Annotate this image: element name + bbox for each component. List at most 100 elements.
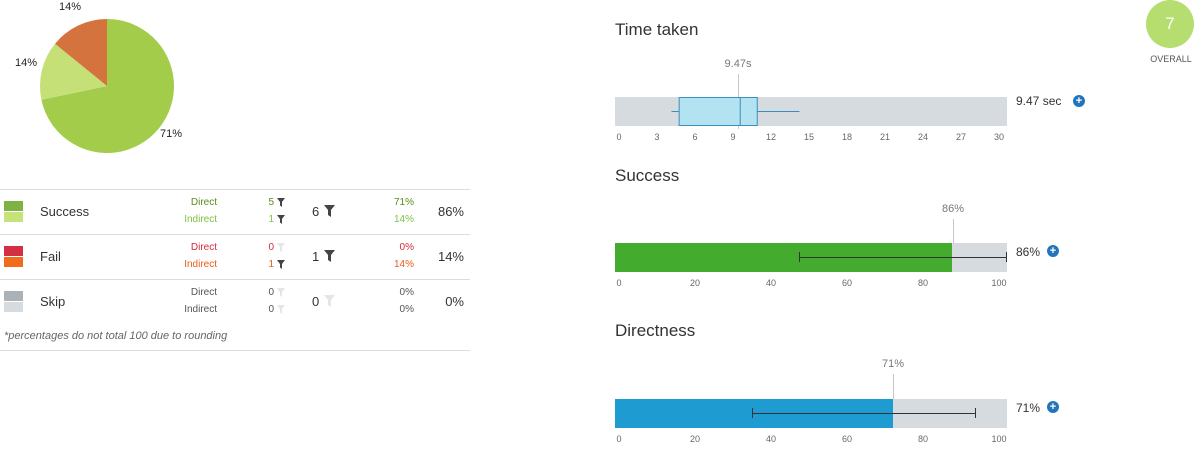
- result-row-fail: Fail Direct Indirect 0 1 1 0% 14% 14%: [0, 234, 470, 279]
- expand-directness-icon[interactable]: +: [1047, 401, 1059, 413]
- result-percent: 14%: [437, 249, 464, 264]
- directness-title: Directness: [615, 321, 696, 340]
- pct-indirect: 14%: [393, 259, 414, 270]
- pct-direct: 0%: [399, 242, 414, 253]
- axis-tick-label: 6: [692, 132, 698, 142]
- overall-score-badge: 7: [1146, 0, 1194, 48]
- filter-icon: [277, 305, 285, 314]
- rounding-note: *percentages do not total 100 due to rou…: [4, 330, 228, 342]
- time-taken-value: 9.47 sec: [1016, 94, 1062, 108]
- filter-icon[interactable]: [324, 205, 335, 217]
- result-row-skip: Skip Direct Indirect 0 0 0 0% 0% 0%: [0, 279, 470, 324]
- swatch-direct: [4, 291, 23, 301]
- directness-error-cap: [974, 408, 976, 418]
- time-taken-track: [615, 97, 1007, 126]
- success-title: Success: [615, 166, 680, 185]
- axis-tick-label: 80: [917, 434, 929, 444]
- success-marker-line: [953, 219, 954, 244]
- axis-tick-label: 27: [955, 132, 967, 142]
- swatch-direct: [4, 246, 23, 256]
- filter-icon: [277, 288, 285, 297]
- result-name: Success: [40, 204, 90, 219]
- directness-error-bar: [752, 413, 976, 414]
- axis-tick-label: 20: [689, 434, 701, 444]
- time-iqr-box: [678, 97, 758, 126]
- filter-icon[interactable]: [277, 198, 285, 207]
- pie-label-indirect: 14%: [15, 57, 38, 69]
- axis-tick-label: 15: [803, 132, 815, 142]
- pie-label-direct: 71%: [160, 128, 183, 140]
- count-direct: 0: [268, 242, 274, 253]
- sub-label-indirect: Indirect: [184, 259, 217, 270]
- axis-tick-label: 24: [917, 132, 929, 142]
- axis-tick-label: 40: [765, 278, 777, 288]
- axis-tick-label: 3: [654, 132, 660, 142]
- axis-tick-label: 0: [616, 278, 622, 288]
- swatch-indirect: [4, 212, 23, 222]
- result-name: Skip: [40, 294, 66, 309]
- axis-tick-label: 20: [689, 278, 701, 288]
- axis-tick-label: 80: [917, 278, 929, 288]
- swatch-indirect: [4, 257, 23, 267]
- axis-tick-label: 30: [993, 132, 1005, 142]
- count-direct: 0: [268, 287, 274, 298]
- result-total: 0: [312, 294, 320, 309]
- overall-label: OVERALL: [1150, 54, 1192, 64]
- sub-label-direct: Direct: [190, 287, 217, 298]
- result-row-success: Success Direct Indirect 5 1 6 71% 14% 86…: [0, 189, 470, 234]
- axis-tick-label: 100: [991, 278, 1007, 288]
- axis-tick-label: 40: [765, 434, 777, 444]
- results-table: Success Direct Indirect 5 1 6 71% 14% 86…: [0, 189, 470, 351]
- directness-track: [615, 399, 1007, 428]
- count-indirect: 0: [268, 304, 274, 315]
- pie-slice: [41, 19, 175, 153]
- filter-icon: [277, 243, 285, 252]
- filter-icon[interactable]: [324, 250, 335, 262]
- result-name: Fail: [40, 249, 61, 264]
- time-boxplot: [671, 97, 800, 126]
- axis-tick-label: 0: [616, 132, 622, 142]
- count-indirect: 1: [268, 214, 274, 225]
- pie-label-fail: 14%: [59, 1, 82, 13]
- count-indirect: 1: [268, 259, 274, 270]
- directness-marker-label: 71%: [881, 358, 905, 370]
- success-error-cap: [799, 252, 801, 262]
- result-percent: 86%: [437, 204, 464, 219]
- pct-direct: 0%: [399, 287, 414, 298]
- filter-icon[interactable]: [277, 260, 285, 269]
- directness-marker-line: [893, 374, 894, 399]
- results-pie-chart: [40, 19, 175, 153]
- axis-tick-label: 0: [616, 434, 622, 444]
- sub-label-indirect: Indirect: [184, 304, 217, 315]
- axis-tick-label: 9: [730, 132, 736, 142]
- axis-tick-label: 12: [765, 132, 777, 142]
- axis-tick-label: 100: [991, 434, 1007, 444]
- axis-tick-label: 60: [841, 278, 853, 288]
- success-error-cap: [1006, 252, 1007, 262]
- directness-value: 71%: [1016, 401, 1041, 415]
- result-total: 1: [312, 249, 320, 264]
- success-marker-label: 86%: [941, 203, 965, 215]
- swatch-direct: [4, 201, 23, 211]
- pie-slice: [40, 43, 107, 100]
- directness-error-cap: [752, 408, 754, 418]
- axis-tick-label: 18: [841, 132, 853, 142]
- divider: [0, 350, 470, 351]
- sub-label-indirect: Indirect: [184, 214, 217, 225]
- axis-tick-label: 21: [879, 132, 891, 142]
- result-percent: 0%: [445, 294, 464, 309]
- success-error-bar: [799, 257, 1007, 258]
- sub-label-direct: Direct: [190, 197, 217, 208]
- axis-tick-label: 60: [841, 434, 853, 444]
- expand-time-icon[interactable]: +: [1073, 95, 1085, 107]
- success-track: [615, 243, 1007, 272]
- success-value: 86%: [1016, 245, 1041, 259]
- pct-indirect: 14%: [393, 214, 414, 225]
- pct-indirect: 0%: [399, 304, 414, 315]
- swatch-indirect: [4, 302, 23, 312]
- expand-success-icon[interactable]: +: [1047, 245, 1059, 257]
- filter-icon[interactable]: [277, 215, 285, 224]
- pct-direct: 71%: [393, 197, 414, 208]
- filter-icon: [324, 295, 335, 307]
- sub-label-direct: Direct: [190, 242, 217, 253]
